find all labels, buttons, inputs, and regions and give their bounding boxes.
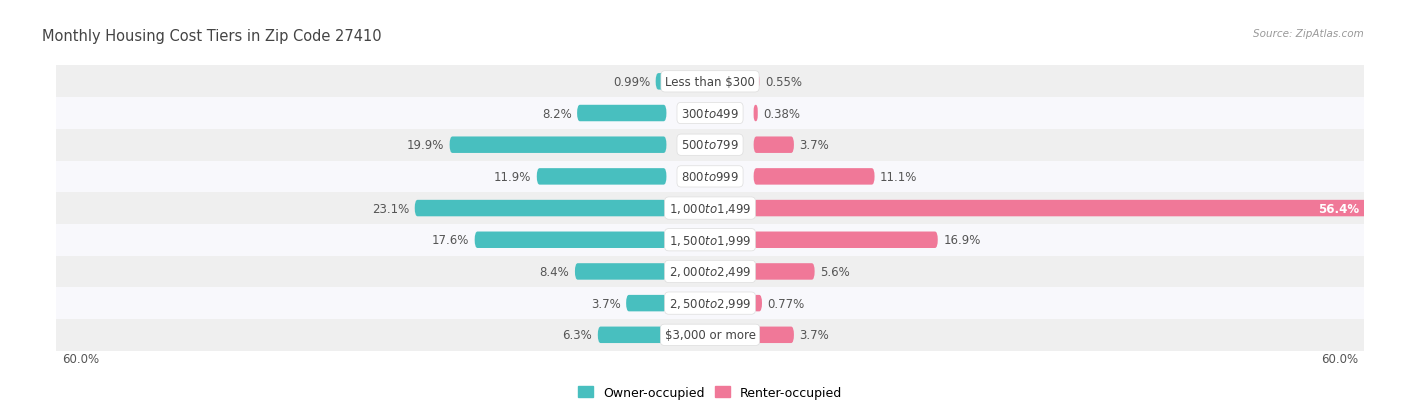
Bar bbox=[35, 224, 1385, 256]
Text: 17.6%: 17.6% bbox=[432, 234, 470, 247]
FancyBboxPatch shape bbox=[475, 232, 666, 248]
Text: 11.9%: 11.9% bbox=[494, 171, 531, 183]
Text: 11.1%: 11.1% bbox=[880, 171, 917, 183]
Text: $1,000 to $1,499: $1,000 to $1,499 bbox=[669, 202, 751, 216]
Text: $3,000 or more: $3,000 or more bbox=[665, 328, 755, 342]
Text: $2,500 to $2,999: $2,500 to $2,999 bbox=[669, 297, 751, 311]
Text: 0.77%: 0.77% bbox=[768, 297, 804, 310]
Text: 0.55%: 0.55% bbox=[765, 76, 801, 89]
FancyBboxPatch shape bbox=[655, 74, 666, 90]
FancyBboxPatch shape bbox=[754, 263, 814, 280]
Text: 5.6%: 5.6% bbox=[820, 265, 849, 278]
Bar bbox=[35, 66, 1385, 98]
Text: 3.7%: 3.7% bbox=[591, 297, 620, 310]
FancyBboxPatch shape bbox=[415, 200, 666, 217]
FancyBboxPatch shape bbox=[754, 295, 762, 311]
Text: Less than $300: Less than $300 bbox=[665, 76, 755, 89]
FancyBboxPatch shape bbox=[754, 327, 794, 343]
Text: 8.2%: 8.2% bbox=[541, 107, 572, 120]
Text: 3.7%: 3.7% bbox=[800, 328, 830, 342]
FancyBboxPatch shape bbox=[626, 295, 666, 311]
Text: $800 to $999: $800 to $999 bbox=[681, 171, 740, 183]
Text: $300 to $499: $300 to $499 bbox=[681, 107, 740, 120]
Text: 60.0%: 60.0% bbox=[62, 352, 98, 365]
Text: 8.4%: 8.4% bbox=[540, 265, 569, 278]
FancyBboxPatch shape bbox=[754, 232, 938, 248]
FancyBboxPatch shape bbox=[754, 200, 1368, 217]
Text: 19.9%: 19.9% bbox=[406, 139, 444, 152]
Text: 0.38%: 0.38% bbox=[763, 107, 800, 120]
FancyBboxPatch shape bbox=[754, 106, 758, 122]
FancyBboxPatch shape bbox=[754, 74, 759, 90]
FancyBboxPatch shape bbox=[537, 169, 666, 185]
Text: $2,000 to $2,499: $2,000 to $2,499 bbox=[669, 265, 751, 279]
Bar bbox=[35, 287, 1385, 319]
Bar bbox=[35, 130, 1385, 161]
FancyBboxPatch shape bbox=[450, 137, 666, 154]
Text: $500 to $799: $500 to $799 bbox=[681, 139, 740, 152]
FancyBboxPatch shape bbox=[754, 169, 875, 185]
Legend: Owner-occupied, Renter-occupied: Owner-occupied, Renter-occupied bbox=[574, 381, 846, 404]
Text: $1,500 to $1,999: $1,500 to $1,999 bbox=[669, 233, 751, 247]
Text: 6.3%: 6.3% bbox=[562, 328, 592, 342]
Text: 23.1%: 23.1% bbox=[373, 202, 409, 215]
Text: 16.9%: 16.9% bbox=[943, 234, 980, 247]
Bar bbox=[35, 193, 1385, 224]
Text: Monthly Housing Cost Tiers in Zip Code 27410: Monthly Housing Cost Tiers in Zip Code 2… bbox=[42, 29, 382, 44]
FancyBboxPatch shape bbox=[576, 106, 666, 122]
Bar bbox=[35, 256, 1385, 287]
Bar bbox=[35, 319, 1385, 351]
Text: Source: ZipAtlas.com: Source: ZipAtlas.com bbox=[1253, 29, 1364, 39]
Text: 0.99%: 0.99% bbox=[613, 76, 650, 89]
FancyBboxPatch shape bbox=[598, 327, 666, 343]
Bar bbox=[35, 161, 1385, 193]
FancyBboxPatch shape bbox=[754, 137, 794, 154]
Text: 3.7%: 3.7% bbox=[800, 139, 830, 152]
Bar bbox=[35, 98, 1385, 130]
Text: 56.4%: 56.4% bbox=[1319, 202, 1360, 215]
FancyBboxPatch shape bbox=[575, 263, 666, 280]
Text: 60.0%: 60.0% bbox=[1322, 352, 1358, 365]
